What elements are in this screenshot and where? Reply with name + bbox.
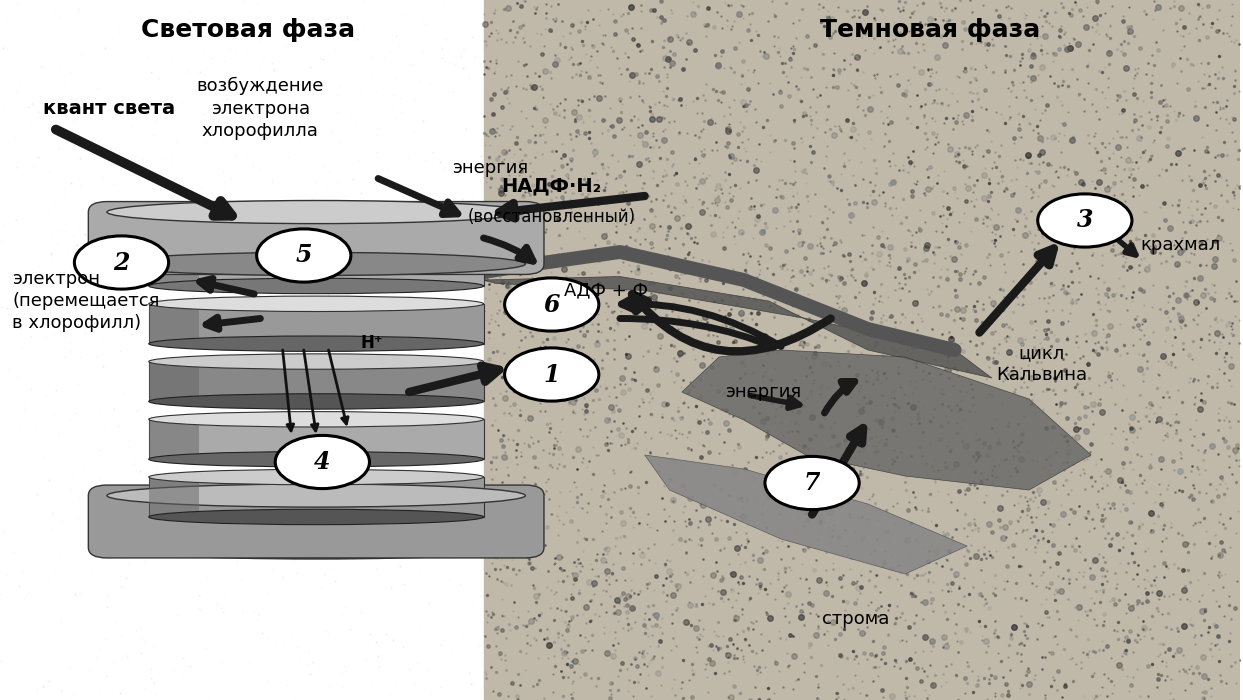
Ellipse shape	[149, 336, 484, 351]
FancyBboxPatch shape	[149, 362, 199, 402]
Circle shape	[764, 456, 859, 510]
Circle shape	[256, 229, 351, 282]
Ellipse shape	[149, 412, 484, 427]
Text: 1: 1	[543, 363, 559, 386]
Circle shape	[505, 278, 599, 331]
Bar	[484, 0, 1239, 700]
FancyBboxPatch shape	[149, 477, 484, 517]
Text: квант света: квант света	[44, 99, 175, 118]
Ellipse shape	[107, 536, 526, 559]
Text: строма: строма	[822, 610, 889, 629]
Text: 6: 6	[543, 293, 559, 316]
Circle shape	[505, 348, 599, 401]
Ellipse shape	[149, 296, 484, 312]
Ellipse shape	[107, 200, 526, 223]
FancyBboxPatch shape	[149, 304, 199, 344]
Text: H⁺: H⁺	[360, 334, 383, 352]
Text: энергия: энергия	[452, 159, 528, 177]
Ellipse shape	[107, 484, 526, 507]
Text: электрон
(перемещается
в хлорофилл): электрон (перемещается в хлорофилл)	[12, 270, 160, 332]
Ellipse shape	[149, 510, 484, 525]
Text: энергия: энергия	[726, 383, 802, 401]
Polygon shape	[645, 455, 967, 574]
Text: крахмал: крахмал	[1141, 236, 1221, 254]
Text: 2: 2	[113, 251, 129, 274]
FancyBboxPatch shape	[149, 304, 484, 344]
Text: Световая фаза: Световая фаза	[140, 18, 355, 41]
Ellipse shape	[149, 469, 484, 484]
Text: цикл
Кальвина: цикл Кальвина	[996, 344, 1088, 384]
Bar	[0, 0, 484, 700]
FancyBboxPatch shape	[149, 477, 199, 517]
Text: НАДФ·Н₂: НАДФ·Н₂	[502, 176, 602, 195]
Ellipse shape	[107, 253, 526, 276]
FancyBboxPatch shape	[149, 419, 484, 459]
Polygon shape	[682, 350, 1091, 490]
Text: Темновая фаза: Темновая фаза	[819, 18, 1040, 41]
Ellipse shape	[149, 278, 484, 294]
FancyBboxPatch shape	[149, 246, 484, 286]
FancyBboxPatch shape	[149, 419, 199, 459]
FancyBboxPatch shape	[88, 202, 544, 274]
Ellipse shape	[149, 393, 484, 409]
Text: возбуждение
электрона
хлорофилла: возбуждение электрона хлорофилла	[196, 77, 324, 140]
Text: (восстановленный): (восстановленный)	[467, 208, 635, 226]
Ellipse shape	[149, 354, 484, 370]
Ellipse shape	[149, 238, 484, 254]
Text: 7: 7	[804, 471, 820, 495]
Ellipse shape	[149, 452, 484, 467]
Circle shape	[275, 435, 369, 489]
FancyBboxPatch shape	[149, 362, 484, 402]
Circle shape	[1038, 194, 1132, 247]
FancyBboxPatch shape	[149, 246, 199, 286]
Circle shape	[75, 236, 169, 289]
Polygon shape	[484, 276, 992, 378]
Text: 4: 4	[314, 450, 331, 474]
Text: АДФ + Ф: АДФ + Ф	[564, 281, 649, 300]
Text: 3: 3	[1076, 209, 1093, 232]
Text: 5: 5	[296, 244, 312, 267]
FancyBboxPatch shape	[88, 485, 544, 558]
